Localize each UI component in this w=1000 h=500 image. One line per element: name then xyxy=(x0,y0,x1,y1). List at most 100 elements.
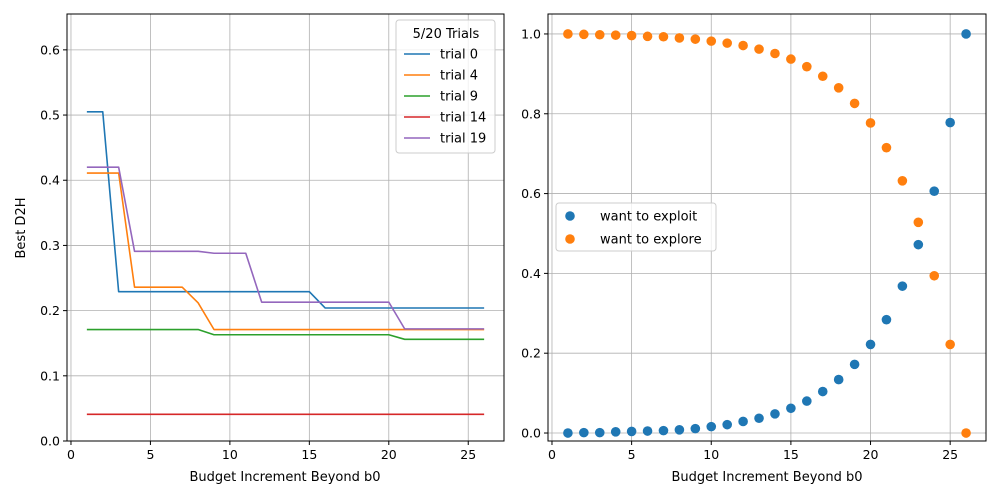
scatter-point xyxy=(642,31,653,42)
x-tick-label: 0 xyxy=(548,447,556,462)
scatter-point xyxy=(674,425,685,435)
legend-swatch xyxy=(565,234,575,244)
left-x-ticks: 0 5 10 15 20 25 xyxy=(67,441,476,462)
y-tick-label: 0.6 xyxy=(40,42,60,57)
y-tick-label: 0.0 xyxy=(40,434,60,449)
legend-label: want to exploit xyxy=(600,210,697,225)
scatter-point xyxy=(579,29,589,40)
scatter-point xyxy=(945,339,955,350)
series-line xyxy=(86,328,485,341)
scatter-point xyxy=(961,428,971,438)
scatter-point xyxy=(738,416,748,427)
y-tick-label: 0.0 xyxy=(521,426,541,441)
x-tick-label: 25 xyxy=(460,447,476,462)
scatter-point xyxy=(658,425,669,436)
y-tick-label: 0.4 xyxy=(521,266,541,281)
y-tick-label: 0.2 xyxy=(521,346,541,361)
x-tick-label: 5 xyxy=(146,447,154,462)
legend-label: trial 14 xyxy=(440,111,486,126)
scatter-point xyxy=(706,36,717,46)
scatter-point xyxy=(579,427,589,438)
scatter-point xyxy=(690,423,701,434)
scatter-point xyxy=(865,118,876,128)
x-tick-label: 15 xyxy=(783,447,799,462)
scatter-point xyxy=(786,54,796,64)
x-tick-label: 5 xyxy=(628,447,636,462)
y-tick-label: 0.3 xyxy=(40,238,60,253)
scatter-point xyxy=(961,29,971,39)
scatter-point xyxy=(881,142,892,153)
scatter-point xyxy=(690,34,701,44)
legend-label: trial 0 xyxy=(440,48,478,63)
left-x-axis-label: Budget Increment Beyond b0 xyxy=(189,470,380,485)
right-legend-box xyxy=(555,202,717,252)
scatter-point xyxy=(945,117,955,128)
left-legend: 5/20 Trials trial 0 trial 4 trial 9 trial 1… xyxy=(395,19,496,154)
y-tick-label: 1.0 xyxy=(521,26,541,41)
scatter-point xyxy=(674,33,685,43)
scatter-point xyxy=(642,426,653,436)
scatter-point xyxy=(770,48,780,59)
right-y-ticks: 0.0 0.2 0.4 0.6 0.8 1.0 xyxy=(521,26,548,441)
x-tick-label: 20 xyxy=(863,447,879,462)
scatter-point xyxy=(610,427,621,437)
y-tick-label: 0.6 xyxy=(521,186,541,201)
y-tick-label: 0.8 xyxy=(521,106,541,121)
scatter-point xyxy=(738,40,748,51)
right-axes-frame xyxy=(547,13,987,442)
scatter-point xyxy=(897,281,908,291)
left-line-chart: 0 5 10 15 20 25 0.0 0.1 0.2 0.3 0.4 0.5 0.6 Budget … xyxy=(14,13,505,485)
scatter-point xyxy=(929,186,940,196)
x-tick-label: 15 xyxy=(301,447,317,462)
scatter-point xyxy=(881,314,892,325)
right-x-ticks: 0 5 10 15 20 25 xyxy=(548,441,958,462)
legend-label: trial 9 xyxy=(440,90,478,105)
scatter-point xyxy=(913,217,924,228)
x-tick-label: 10 xyxy=(222,447,238,462)
scatter-point xyxy=(849,98,860,109)
left-legend-title: 5/20 Trials xyxy=(413,27,480,42)
left-y-axis-label: Best D2H xyxy=(14,198,29,259)
x-tick-label: 20 xyxy=(381,447,397,462)
scatter-point xyxy=(626,30,637,41)
scatter-point xyxy=(897,176,908,186)
legend-swatch xyxy=(565,211,575,221)
legend-label: want to explore xyxy=(600,233,702,248)
x-tick-label: 10 xyxy=(703,447,719,462)
left-series xyxy=(86,110,485,416)
legend-label: trial 4 xyxy=(440,69,478,84)
left-y-ticks: 0.0 0.1 0.2 0.3 0.4 0.5 0.6 xyxy=(40,42,67,449)
scatter-point xyxy=(594,427,605,438)
scatter-point xyxy=(626,426,637,437)
scatter-point xyxy=(802,61,812,72)
scatter-point xyxy=(563,29,573,39)
scatter-point xyxy=(722,419,732,430)
scatter-point xyxy=(817,386,828,397)
scatter-point xyxy=(849,359,860,370)
y-tick-label: 0.5 xyxy=(40,108,60,123)
legend-label: trial 19 xyxy=(440,132,486,147)
left-axes-frame xyxy=(66,13,505,442)
right-scatter-chart: 0 5 10 15 20 25 0.0 0.2 0.4 0.6 0.8 1.0 Budget Inc… xyxy=(521,13,987,485)
right-x-axis-label: Budget Increment Beyond b0 xyxy=(671,470,862,485)
scatter-point xyxy=(833,83,844,93)
y-tick-label: 0.1 xyxy=(40,368,60,383)
y-tick-label: 0.2 xyxy=(40,303,60,318)
y-tick-label: 0.4 xyxy=(40,173,60,188)
scatter-point xyxy=(754,44,764,54)
scatter-point xyxy=(706,421,717,432)
scatter-point xyxy=(722,38,732,48)
scatter-point xyxy=(770,409,780,419)
scatter-point xyxy=(594,29,605,40)
scatter-point xyxy=(610,30,621,40)
series-line xyxy=(86,166,485,330)
scatter-point xyxy=(833,374,844,385)
scatter-point xyxy=(913,239,924,250)
scatter-point xyxy=(802,396,812,406)
scatter-point xyxy=(658,31,669,42)
x-tick-label: 25 xyxy=(942,447,958,462)
series-line xyxy=(86,110,485,309)
right-legend: want to exploit want to explore xyxy=(555,202,717,252)
scatter-point xyxy=(754,413,764,424)
